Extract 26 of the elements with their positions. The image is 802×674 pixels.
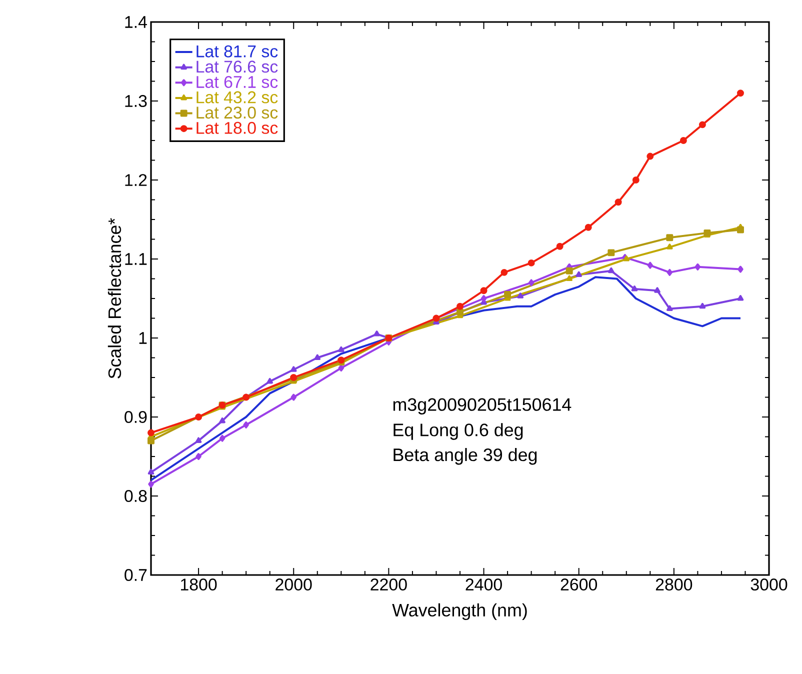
y-axis-title: Scaled Reflectance*	[108, 218, 122, 378]
y-tick-label: 1.2	[125, 174, 147, 186]
legend-label: Lat 18.0 sc	[196, 122, 278, 134]
legend-label: Lat 76.6 sc	[196, 60, 278, 73]
y-tick-label: 1.4	[125, 16, 147, 28]
x-tick-label: 1800	[181, 578, 217, 591]
legend-label: Lat 81.7 sc	[196, 45, 278, 58]
x-axis-title: Wavelength (nm)	[392, 603, 527, 620]
y-tick-label: 0.9	[124, 411, 147, 423]
annotation: m3g20090205t150614	[393, 398, 572, 414]
x-tick-label: 2200	[370, 578, 407, 591]
x-tick-label: 2000	[276, 578, 312, 591]
x-tick-label: 2400	[466, 578, 502, 591]
x-tick-label: 2600	[560, 578, 598, 591]
y-tick-label: 1	[139, 332, 147, 344]
legend-label: Lat 43.2 sc	[196, 91, 278, 104]
x-tick-label: 3000	[750, 578, 788, 591]
annotation: Eq Long 0.6 deg	[394, 423, 523, 440]
x-tick-label: 2800	[656, 578, 692, 591]
y-tick-label: 0.7	[124, 569, 147, 581]
legend-label: Lat 23.0 sc	[196, 106, 278, 119]
y-tick-label: 1.1	[125, 253, 147, 265]
y-tick-label: 1.3	[125, 95, 147, 107]
y-tick-label: 0.8	[124, 490, 147, 502]
annotation: Beta angle 39 deg	[394, 448, 537, 465]
legend-label: Lat 67.1 sc	[196, 76, 278, 88]
